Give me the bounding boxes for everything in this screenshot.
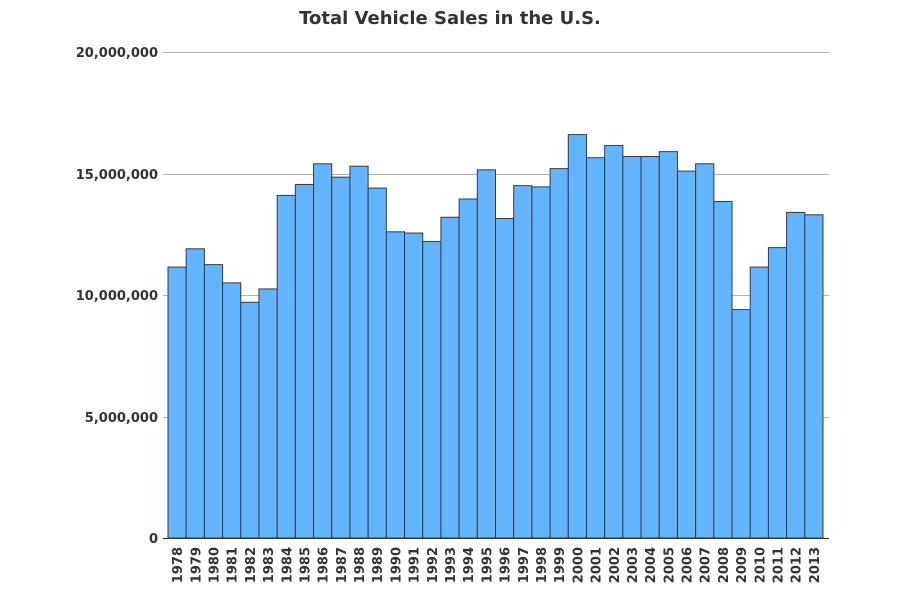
bar-2001 [585, 157, 606, 539]
bar-1982 [240, 301, 260, 539]
bar-1990 [385, 231, 406, 539]
bar-1979 [185, 248, 205, 539]
x-tick-label: 2006 [681, 547, 696, 583]
x-tick-label: 1985 [298, 547, 313, 583]
x-tick-label: 1984 [280, 547, 295, 583]
x-tick-label: 1979 [189, 547, 204, 583]
bar-2003 [622, 155, 642, 539]
x-tick-label: 1999 [553, 547, 568, 583]
bar-1978 [167, 266, 187, 539]
bar-2012 [786, 211, 806, 539]
x-tick-label: 2011 [772, 547, 787, 583]
bar-1992 [422, 241, 442, 539]
y-tick-label: 10,000,000 [76, 289, 158, 304]
bar-2002 [604, 145, 624, 539]
x-tick-label: 2004 [644, 547, 659, 583]
chart-title: Total Vehicle Sales in the U.S. [299, 8, 601, 29]
bar-1980 [203, 264, 224, 539]
x-tick-label: 2005 [662, 547, 677, 583]
bars [167, 134, 824, 539]
bar-1999 [549, 168, 569, 539]
x-tick-label: 1983 [262, 547, 277, 583]
x-tick-label: 1990 [389, 547, 404, 583]
bar-1994 [458, 198, 478, 539]
x-tick-label: 1996 [499, 547, 514, 583]
x-tick-label: 2000 [571, 547, 586, 583]
x-tick-label: 1986 [317, 547, 332, 583]
x-tick-label: 1995 [480, 547, 495, 583]
bar-1984 [276, 194, 296, 539]
x-tick-label: 2009 [735, 547, 750, 583]
x-tick-labels: 1978 1979 1980 1981 1982 1983 1984 1985 1986 1987… [171, 547, 823, 583]
x-tick-label: 1992 [426, 547, 441, 583]
x-tick-label: 2002 [608, 547, 623, 583]
bar-2010 [749, 266, 769, 539]
x-tick-label: 2003 [626, 547, 641, 583]
x-tick-label: 1993 [444, 547, 459, 583]
x-tick-label: 1981 [226, 547, 241, 583]
bar-2005 [658, 151, 678, 539]
y-tick-label: 20,000,000 [76, 46, 158, 61]
bar-1996 [495, 217, 515, 539]
x-tick-label: 1997 [517, 547, 532, 583]
x-tick-label: 1978 [171, 547, 186, 583]
x-tick-label: 2007 [699, 547, 714, 583]
bar-1987 [331, 176, 351, 539]
bar-2004 [640, 155, 660, 539]
bar-1991 [404, 232, 424, 539]
bar-1989 [367, 187, 387, 539]
bar-1993 [440, 216, 460, 539]
bar-1986 [313, 163, 333, 539]
x-tick-label: 2001 [590, 547, 605, 583]
x-tick-label: 1994 [462, 547, 477, 583]
y-tick-label: 5,000,000 [85, 411, 158, 426]
y-tick-labels: 0 5,000,000 10,000,000 15,000,000 20,000,000 [76, 46, 158, 547]
bar-2006 [676, 170, 697, 539]
x-tick-label: 1982 [244, 547, 259, 583]
x-tick-label: 2013 [808, 547, 823, 583]
x-tick-label: 2010 [753, 547, 768, 583]
bar-2000 [567, 134, 587, 539]
bar-1981 [222, 282, 242, 539]
y-tick-label: 15,000,000 [76, 168, 158, 183]
bar-1985 [294, 183, 315, 539]
bar-2013 [804, 214, 824, 539]
bar-1988 [349, 165, 369, 539]
bar-2011 [767, 247, 788, 539]
y-tick-label: 0 [149, 532, 158, 547]
x-tick-label: 1991 [408, 547, 423, 583]
x-tick-label: 1989 [371, 547, 386, 583]
x-tick-label: 2012 [790, 547, 805, 583]
bar-1995 [476, 169, 496, 539]
bar-1983 [258, 288, 278, 539]
bar-2007 [695, 163, 715, 539]
x-tick-label: 1987 [335, 547, 350, 583]
x-tick-label: 1998 [535, 547, 550, 583]
x-tick-label: 1980 [207, 547, 222, 583]
bar-2009 [731, 309, 751, 539]
x-tick-label: 2008 [717, 547, 732, 583]
bar-1998 [531, 186, 551, 539]
bar-1997 [513, 185, 533, 539]
x-tick-label: 1988 [353, 547, 368, 583]
bar-2008 [713, 200, 733, 539]
